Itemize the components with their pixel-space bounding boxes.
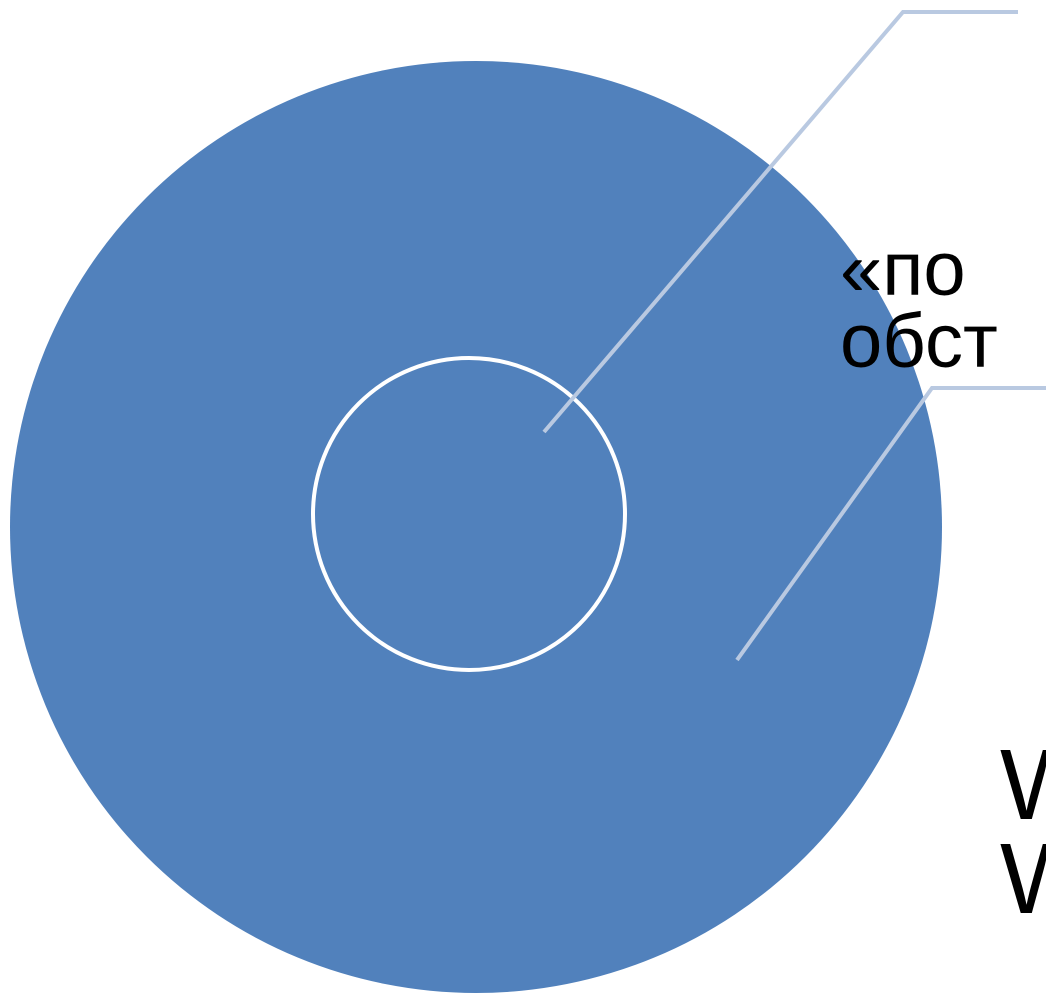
inner-label-line-2: обст: [840, 304, 998, 380]
inner-circle-label: «по обст: [840, 232, 998, 380]
outer-label-line-2: W: [1000, 829, 1046, 929]
outer-circle-label: W W: [1000, 735, 1046, 929]
outer-circle: [10, 61, 942, 993]
